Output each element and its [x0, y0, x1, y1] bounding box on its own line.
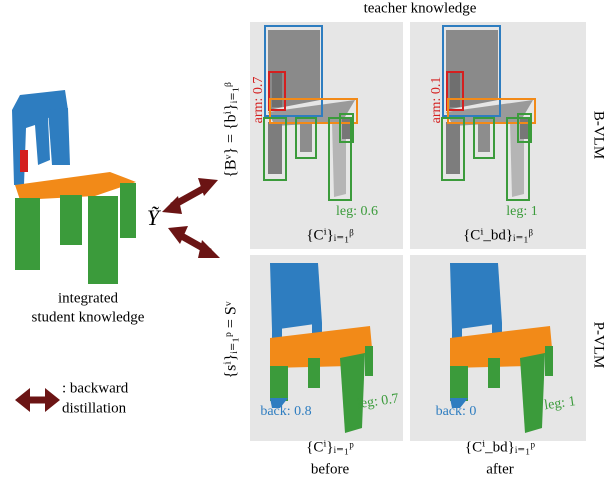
back-score: back: 0.8 — [260, 404, 311, 419]
formula: {Bᵛ} = {bⁱ}ᵢ₌₁ᵝ — [223, 82, 240, 178]
formula: {Cⁱ}ᵢ₌₁ᵝ — [306, 227, 353, 243]
column-label: after — [486, 461, 513, 477]
back-score: back: 0 — [436, 404, 477, 419]
arm-score: arm: 0.1 — [429, 77, 444, 124]
caption: student knowledge — [32, 309, 145, 325]
arm-score: arm: 0.7 — [251, 77, 266, 124]
formula: {Cⁱ_bd}ᵢ₌₁ᵖ — [465, 439, 536, 455]
row-label: B-VLM — [591, 111, 607, 159]
row-label: P-VLM — [591, 322, 607, 369]
leg-score: leg: 0.6 — [336, 204, 378, 219]
legend-text: : backward — [62, 380, 129, 396]
formula: {sⁱ}ᵢ₌₁ᵖ = Sᵛ — [223, 301, 240, 378]
symbol: Ỹ — [147, 205, 162, 230]
title: teacher knowledge — [364, 0, 477, 16]
figure: teacher knowledge arm: 0.7 leg: 0.6 {Cⁱ}… — [0, 0, 608, 481]
leg-score: leg: 1 — [506, 204, 538, 219]
caption: integrated — [58, 290, 118, 306]
formula: {Cⁱ}ᵢ₌₁ᵖ — [306, 439, 354, 455]
column-label: before — [311, 461, 350, 477]
student-chair — [12, 90, 136, 284]
legend-text: distillation — [62, 400, 127, 416]
formula: {Cⁱ_bd}ᵢ₌₁ᵝ — [463, 227, 533, 243]
